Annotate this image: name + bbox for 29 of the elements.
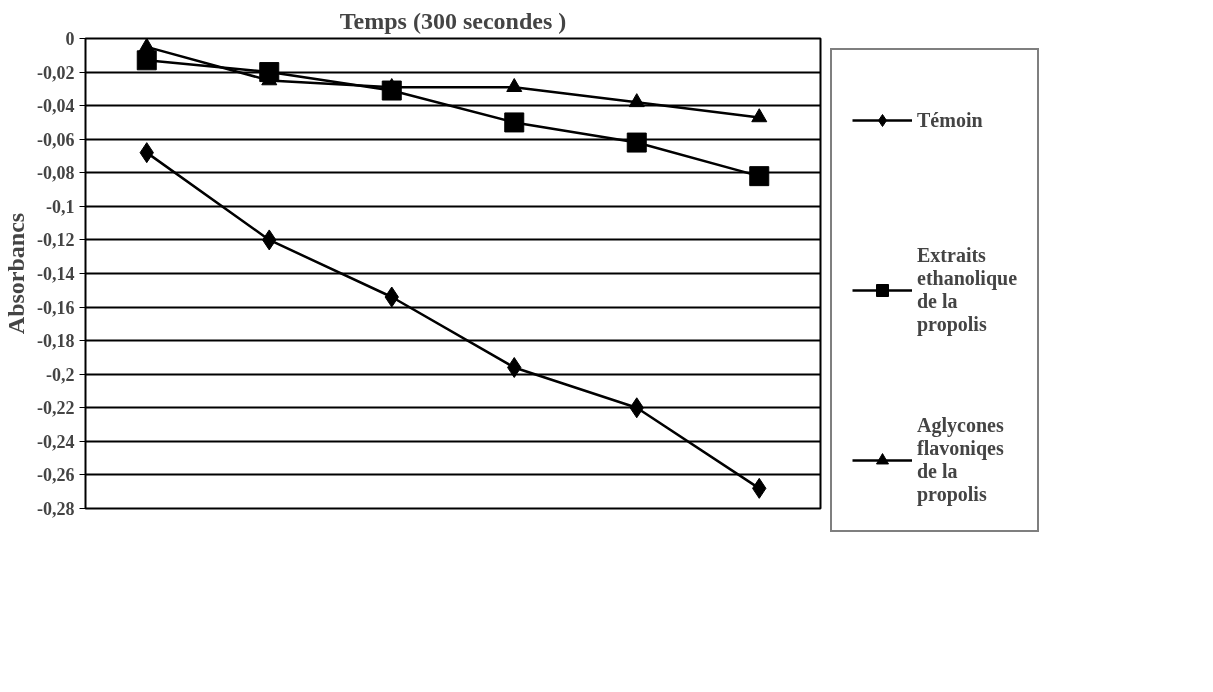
- y-tick-label: -0,08: [37, 163, 75, 184]
- y-tick-label: -0,06: [37, 129, 75, 150]
- y-tick-label: -0,2: [46, 364, 75, 385]
- y-tick-label: -0,1: [46, 196, 75, 217]
- legend-label: Aglycones flavoniqes de la propolis: [917, 413, 1004, 508]
- y-tick-label: -0,02: [37, 62, 75, 83]
- point: [138, 38, 155, 52]
- point: [751, 108, 768, 123]
- y-tick-label: -0,28: [37, 499, 75, 519]
- point: [136, 50, 157, 71]
- y-tick-label: -0,26: [37, 465, 75, 486]
- point: [626, 132, 647, 153]
- legend-label: Témoin: [917, 107, 983, 133]
- y-tick-label: -0,24: [37, 431, 75, 452]
- y-tick-label: -0,18: [37, 331, 75, 352]
- point: [749, 166, 770, 187]
- point: [507, 357, 522, 378]
- y-tick-label: -0,22: [37, 398, 75, 419]
- y-tick-label: -0,12: [37, 230, 75, 251]
- legend-label: Extraits ethanolique de la propolis: [917, 243, 1018, 338]
- point: [628, 93, 645, 108]
- y-tick-label: -0,04: [37, 96, 75, 117]
- y-axis-title: Absorbancs: [3, 212, 30, 335]
- y-tick-label: 0: [65, 29, 75, 49]
- y-tick-label: -0,16: [37, 297, 75, 318]
- chart-title: Temps (300 secondes ): [339, 7, 567, 34]
- y-tick-label: -0,14: [37, 264, 75, 284]
- point: [506, 78, 523, 93]
- point: [504, 112, 525, 133]
